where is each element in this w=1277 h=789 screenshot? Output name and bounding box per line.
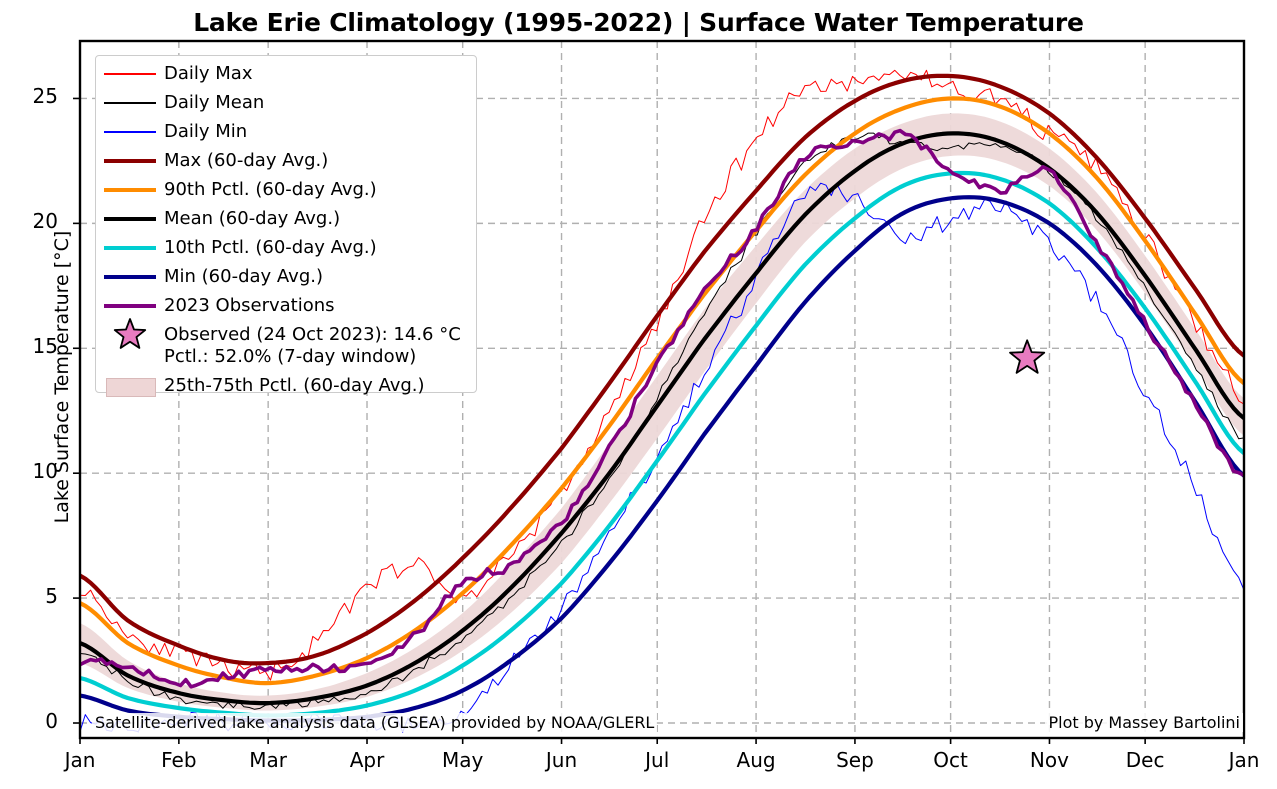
legend-item-label: 10th Pctl. (60-day Avg.) — [164, 237, 377, 258]
legend-item-label: Min (60-day Avg.) — [164, 266, 323, 287]
line-swatch — [104, 131, 156, 133]
legend-swatch-icon — [104, 292, 156, 320]
y-tick-label: 20 — [32, 209, 58, 234]
series-line — [80, 132, 1244, 710]
series-line — [80, 73, 1244, 666]
legend-item[interactable]: Daily Mean — [96, 89, 478, 117]
line-swatch — [104, 246, 156, 250]
legend-swatch-icon — [104, 263, 156, 291]
legend-swatch-icon — [104, 89, 156, 117]
legend-item-label: Max (60-day Avg.) — [164, 150, 329, 171]
legend-item-label: 25th-75th Pctl. (60-day Avg.) — [164, 375, 425, 396]
star-icon — [113, 318, 147, 349]
footer-source-note: Satellite-derived lake analysis data (GL… — [92, 713, 658, 732]
legend-item-label: Daily Min — [164, 121, 248, 142]
legend-swatch-icon — [104, 118, 156, 146]
x-tick-label: Oct — [933, 748, 968, 772]
line-swatch — [104, 102, 156, 104]
x-tick-label: Sep — [836, 748, 874, 772]
band-25-75-pctl — [80, 113, 1244, 711]
x-tick-label: May — [441, 748, 484, 772]
legend-item[interactable]: Daily Min — [96, 118, 478, 146]
y-tick-label: 10 — [32, 459, 58, 484]
series-line — [80, 128, 1244, 689]
legend-item[interactable]: Min (60-day Avg.) — [96, 263, 478, 291]
page-title: Lake Erie Climatology (1995-2022) | Surf… — [193, 8, 1084, 37]
line-swatch — [104, 217, 156, 221]
legend-item[interactable]: 2023 Observations — [96, 292, 478, 320]
legend-swatch-icon — [104, 372, 156, 400]
footer-credit-note: Plot by Massey Bartolini — [1045, 713, 1243, 732]
x-tick-label: Jan — [64, 748, 96, 772]
legend-item[interactable]: 10th Pctl. (60-day Avg.) — [96, 234, 478, 262]
legend-swatch-icon — [104, 147, 156, 175]
marker-layer — [1009, 339, 1046, 374]
x-tick-label: Mar — [249, 748, 287, 772]
line-swatch — [104, 304, 156, 308]
x-tick-label: Dec — [1125, 748, 1165, 772]
x-tick-label: Feb — [161, 748, 197, 772]
legend-item[interactable]: Observed (24 Oct 2023): 14.6 °C Pctl.: 52… — [96, 318, 478, 367]
legend-item[interactable]: Max (60-day Avg.) — [96, 147, 478, 175]
y-tick-label: 25 — [32, 84, 58, 109]
x-tick-label: Aug — [736, 748, 776, 772]
y-tick-label: 0 — [45, 709, 58, 733]
legend-item-label: Daily Mean — [164, 92, 265, 113]
y-tick-label: 15 — [32, 334, 58, 359]
legend-swatch-icon — [104, 176, 156, 204]
legend-swatch-icon — [104, 205, 156, 233]
patch-swatch — [106, 378, 156, 397]
legend-swatch-icon — [104, 234, 156, 262]
legend: Daily Max Daily Mean Daily Min Max (60-day … — [95, 55, 478, 397]
x-tick-label: Apr — [349, 748, 385, 772]
legend-item-label: 90th Pctl. (60-day Avg.) — [164, 179, 377, 200]
y-tick-label: 5 — [45, 584, 58, 609]
line-swatch — [104, 275, 156, 279]
legend-swatch-icon — [104, 318, 156, 349]
legend-item-label: Observed (24 Oct 2023): 14.6 °C — [164, 324, 461, 345]
legend-item-label: Mean (60-day Avg.) — [164, 208, 341, 229]
line-swatch — [104, 159, 156, 163]
x-tick-label: Jun — [545, 748, 578, 772]
x-tick-label: Nov — [1029, 748, 1069, 772]
legend-item-label: Daily Max — [164, 63, 253, 84]
observed-star-marker — [1009, 339, 1046, 374]
line-swatch — [104, 188, 156, 192]
legend-item[interactable]: 90th Pctl. (60-day Avg.) — [96, 176, 478, 204]
x-tick-label: Jan — [1228, 748, 1260, 772]
legend-item[interactable]: Daily Max — [96, 60, 478, 88]
x-tick-label: Jul — [645, 748, 670, 772]
legend-item-label: 2023 Observations — [164, 295, 335, 316]
legend-item[interactable]: Mean (60-day Avg.) — [96, 205, 478, 233]
legend-item-label-secondary: Pctl.: 52.0% (7-day window) — [164, 346, 417, 367]
legend-item[interactable]: 25th-75th Pctl. (60-day Avg.) — [96, 372, 478, 400]
line-swatch — [104, 73, 156, 75]
legend-swatch-icon — [104, 60, 156, 88]
